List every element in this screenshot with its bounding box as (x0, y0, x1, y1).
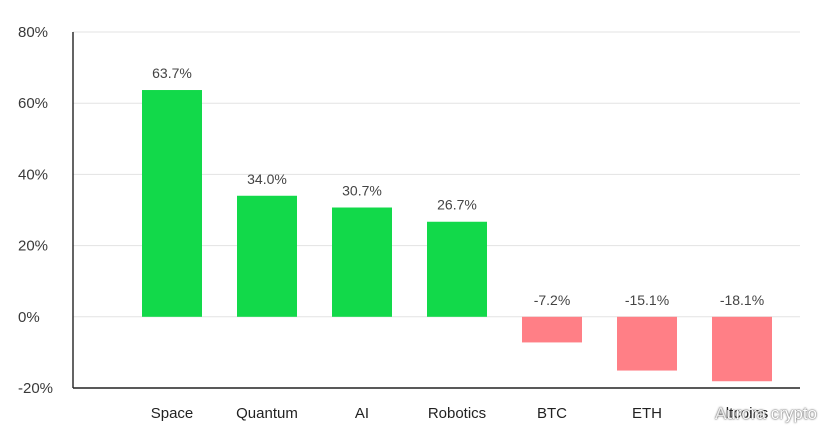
data-label: 26.7% (437, 197, 477, 213)
data-label: -7.2% (534, 292, 571, 308)
y-tick-label: 40% (18, 166, 48, 183)
y-tick-label: 20% (18, 238, 48, 255)
watermark-text: Aurora crypto (714, 404, 817, 423)
bar-altcoins (712, 316, 772, 382)
data-label: 30.7% (342, 183, 382, 199)
x-tick-label: Robotics (428, 405, 486, 422)
y-tick-label: 80% (18, 24, 48, 41)
binance-logo-icon (689, 404, 709, 424)
x-tick-label: Altcoins (716, 405, 769, 422)
x-tick-label: Space (151, 405, 194, 422)
bar-btc (522, 316, 582, 343)
grid-layer: -20% 0% 20% 40% 60% 80% (18, 24, 800, 397)
y-tick-label: -20% (18, 380, 53, 397)
data-label: -15.1% (625, 292, 669, 308)
x-tick-label: ETH (632, 405, 662, 422)
x-tick-label: Quantum (236, 405, 298, 422)
bar-quantum (237, 195, 297, 317)
x-tick-label: AI (355, 405, 369, 422)
y-tick-label: 0% (18, 309, 40, 326)
y-tick-label: 60% (18, 95, 48, 112)
bar-space (142, 90, 202, 317)
watermark: Aurora crypto (689, 404, 817, 424)
data-label: -18.1% (720, 292, 764, 308)
data-label: 34.0% (247, 171, 287, 187)
x-tick-label: BTC (537, 405, 567, 422)
bar-eth (617, 316, 677, 371)
bar-robotics (427, 221, 487, 317)
bar-layer (142, 90, 772, 382)
label-layer: 63.7% Space 34.0% Quantum 30.7% AI 26.7% Roboti… (151, 65, 769, 422)
data-label: 63.7% (152, 65, 192, 81)
bar-ai (332, 207, 392, 317)
